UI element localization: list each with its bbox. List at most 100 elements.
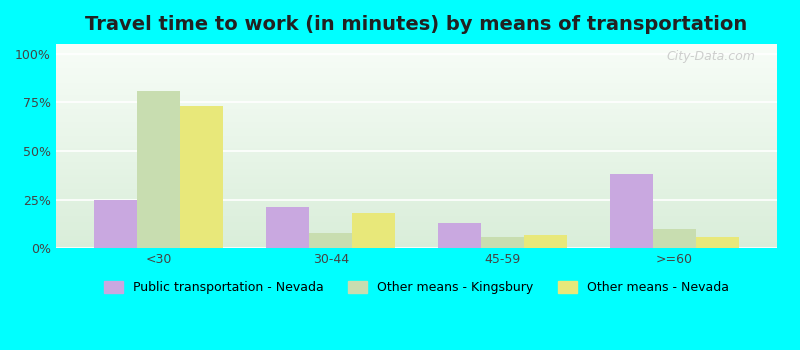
Bar [352, 213, 395, 248]
Bar [56, 46, 778, 48]
Bar [56, 126, 778, 128]
Bar [94, 199, 138, 248]
Bar [56, 193, 778, 195]
Bar [56, 191, 778, 193]
Bar [481, 237, 524, 248]
Bar [309, 233, 352, 248]
Bar [266, 208, 309, 248]
Bar [56, 138, 778, 140]
Bar [56, 121, 778, 124]
Bar [138, 91, 180, 248]
Bar [56, 175, 778, 177]
Bar [56, 79, 778, 81]
Bar [56, 58, 778, 60]
Bar [56, 208, 778, 209]
Bar [524, 234, 567, 248]
Bar [56, 56, 778, 58]
Bar [56, 113, 778, 116]
Bar [56, 246, 778, 248]
Bar [352, 213, 395, 248]
Bar [56, 238, 778, 240]
Bar [56, 183, 778, 185]
Bar [180, 106, 223, 248]
Bar [56, 150, 778, 152]
Bar [56, 64, 778, 67]
Bar [56, 181, 778, 183]
Bar [56, 195, 778, 197]
Bar [56, 130, 778, 132]
Legend: Public transportation - Nevada, Other means - Kingsbury, Other means - Nevada: Public transportation - Nevada, Other me… [99, 276, 734, 299]
Bar [56, 160, 778, 162]
Title: Travel time to work (in minutes) by means of transportation: Travel time to work (in minutes) by mean… [86, 15, 748, 34]
Bar [56, 158, 778, 160]
Bar [56, 62, 778, 64]
Bar [56, 118, 778, 119]
Bar [138, 91, 180, 248]
Bar [56, 173, 778, 175]
Bar [56, 197, 778, 199]
Bar [56, 124, 778, 126]
Bar [56, 52, 778, 54]
Bar [56, 50, 778, 52]
Bar [56, 93, 778, 95]
Text: City-Data.com: City-Data.com [667, 50, 756, 63]
Bar [56, 83, 778, 85]
Bar [56, 91, 778, 93]
Bar [56, 199, 778, 201]
Bar [56, 54, 778, 56]
Bar [56, 99, 778, 101]
Bar [56, 128, 778, 130]
Bar [481, 237, 524, 248]
Bar [696, 237, 738, 248]
Bar [56, 226, 778, 228]
Bar [56, 111, 778, 113]
Bar [56, 119, 778, 121]
Bar [56, 116, 778, 118]
Bar [56, 205, 778, 208]
Bar [56, 81, 778, 83]
Bar [94, 199, 138, 248]
Bar [56, 222, 778, 224]
Bar [56, 68, 778, 70]
Bar [56, 142, 778, 144]
Bar [56, 177, 778, 179]
Bar [653, 229, 696, 248]
Bar [56, 44, 778, 46]
Bar [56, 189, 778, 191]
Bar [56, 72, 778, 75]
Bar [56, 97, 778, 99]
Bar [56, 170, 778, 173]
Bar [56, 234, 778, 236]
Bar [56, 146, 778, 148]
Bar [438, 223, 481, 248]
Bar [610, 174, 653, 248]
Bar [56, 144, 778, 146]
Bar [56, 105, 778, 107]
Bar [56, 103, 778, 105]
Bar [610, 174, 653, 248]
Bar [56, 224, 778, 226]
Bar [266, 208, 309, 248]
Bar [524, 234, 567, 248]
Bar [56, 201, 778, 203]
Bar [56, 164, 778, 167]
Bar [56, 216, 778, 218]
Bar [56, 185, 778, 187]
Bar [56, 228, 778, 230]
Bar [56, 107, 778, 109]
Bar [56, 242, 778, 244]
Bar [56, 179, 778, 181]
Bar [56, 109, 778, 111]
Bar [309, 233, 352, 248]
Bar [56, 203, 778, 205]
Bar [56, 95, 778, 97]
Bar [56, 232, 778, 234]
Bar [56, 209, 778, 211]
Bar [56, 240, 778, 242]
Bar [56, 154, 778, 156]
Bar [180, 106, 223, 248]
Bar [56, 218, 778, 220]
Bar [56, 148, 778, 150]
Bar [56, 236, 778, 238]
Bar [56, 167, 778, 169]
